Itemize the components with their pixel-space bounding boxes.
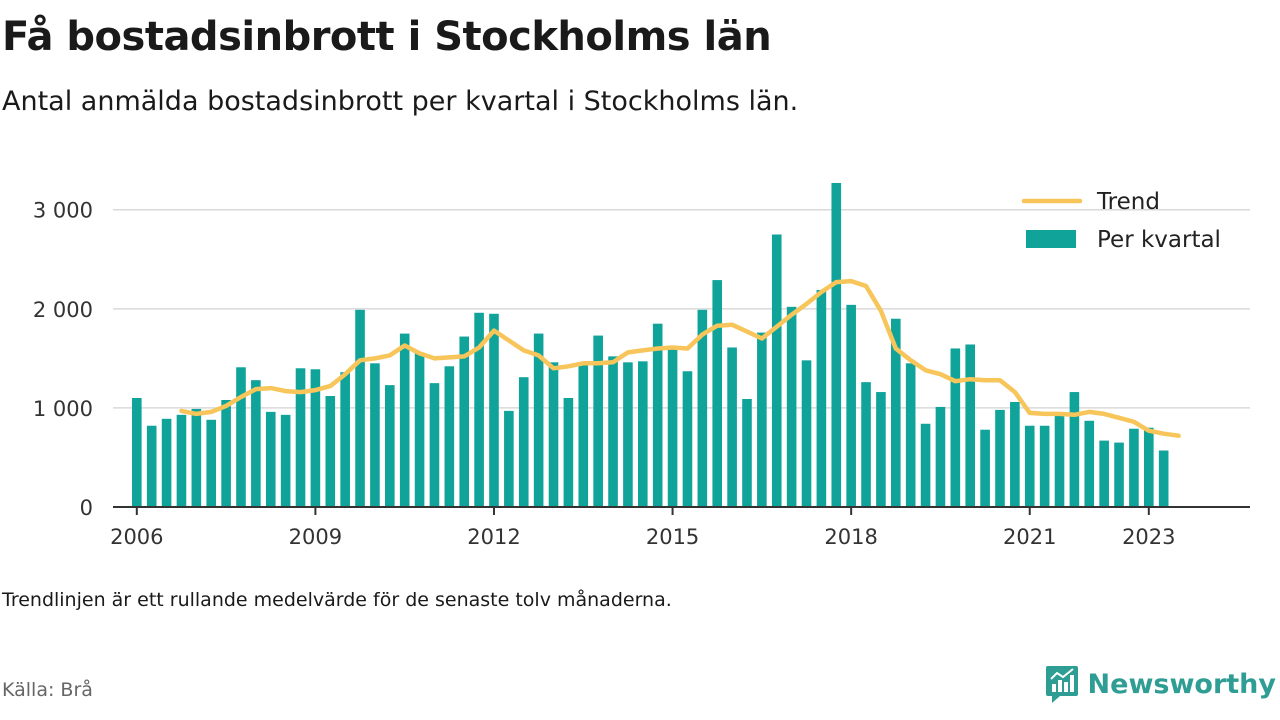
bar [385,385,395,507]
chart-subtitle: Antal anmälda bostadsinbrott per kvartal… [2,86,799,117]
bar [206,419,217,507]
bar [265,411,276,507]
brand-name: Newsworthy [1087,668,1276,700]
bar [504,410,514,507]
bar [905,363,916,507]
bar [727,347,737,507]
bar [444,366,455,507]
bar [1129,428,1139,507]
source-label: Källa: Brå [2,679,93,701]
bar [950,348,961,507]
bar [652,323,663,507]
bar [846,304,856,507]
x-tick-label: 2023 [1122,525,1175,549]
bar [191,408,202,507]
bar [786,306,797,507]
x-tick-label: 2018 [824,525,877,549]
legend-label: Per kvartal [1097,227,1221,253]
bar [280,414,291,507]
x-tick-label: 2006 [110,525,163,549]
bar [831,182,842,508]
bar [310,369,321,507]
bar [876,392,886,507]
bar [533,333,544,507]
y-tick-label: 0 [80,496,93,520]
bar [1010,401,1020,507]
bar [146,425,157,507]
y-tick-label: 3 000 [33,199,93,223]
bar [340,372,350,507]
bar [370,363,380,507]
bar [1114,442,1124,507]
bar [176,414,187,507]
bar [414,352,425,507]
legend: Trend Per kvartal [1021,189,1221,253]
bar [861,382,871,507]
bar [429,383,440,507]
bar [980,429,990,507]
bar [221,399,231,507]
y-tick-label: 1 000 [33,397,93,421]
bar [757,332,767,507]
bar [1069,392,1080,507]
trend-line-layer [179,278,1181,438]
bar [742,398,752,507]
x-tick-label: 2021 [1003,525,1056,549]
bar [236,367,246,507]
bar [489,313,499,507]
bar [623,362,633,507]
bar [697,309,708,507]
chart-title: Få bostadsinbrott i Stockholms län [2,14,772,60]
bar [891,318,901,507]
axes: 0 1 000 2 000 3 000 2006 2009 2012 2015 2018 2021… [33,199,1250,549]
x-tick-label: 2015 [646,525,699,549]
bar [563,398,574,507]
trend-line [179,278,1181,438]
bar [1158,450,1169,507]
bar [771,234,782,507]
bars [132,182,1169,508]
bar [965,344,976,507]
bar [1084,420,1095,507]
grid-lines [113,208,1250,409]
legend-label: Trend [1096,189,1160,215]
bar [920,423,931,507]
bar [1054,415,1065,507]
footnote: Trendlinjen är ett rullande medelvärde f… [2,589,672,611]
bar [474,312,484,507]
legend-bar-swatch [1026,230,1076,248]
bar [816,289,827,507]
bar [325,396,336,507]
bar [593,335,603,507]
bar [638,361,648,507]
bar [1144,427,1154,507]
brand-logo: Newsworthy [1044,664,1276,704]
bar [518,377,529,507]
bar [801,360,812,507]
bar [132,398,142,507]
bar [295,368,306,507]
bar [548,362,559,507]
bar [251,380,261,507]
x-tick-label: 2009 [289,525,342,549]
bar [161,418,172,507]
bar [459,336,470,507]
bar [578,363,589,507]
bar [682,371,693,507]
bar [935,406,946,507]
bar [1099,440,1109,507]
y-tick-label: 2 000 [33,298,93,322]
x-tick-label: 2012 [467,525,520,549]
bar [1024,425,1035,507]
bar [355,309,365,507]
bar [667,348,678,507]
bar [712,280,723,507]
bar [399,333,410,507]
bar [995,409,1005,507]
bar [608,356,618,507]
bar [1039,425,1050,507]
newsworthy-logo-icon [1045,666,1078,703]
